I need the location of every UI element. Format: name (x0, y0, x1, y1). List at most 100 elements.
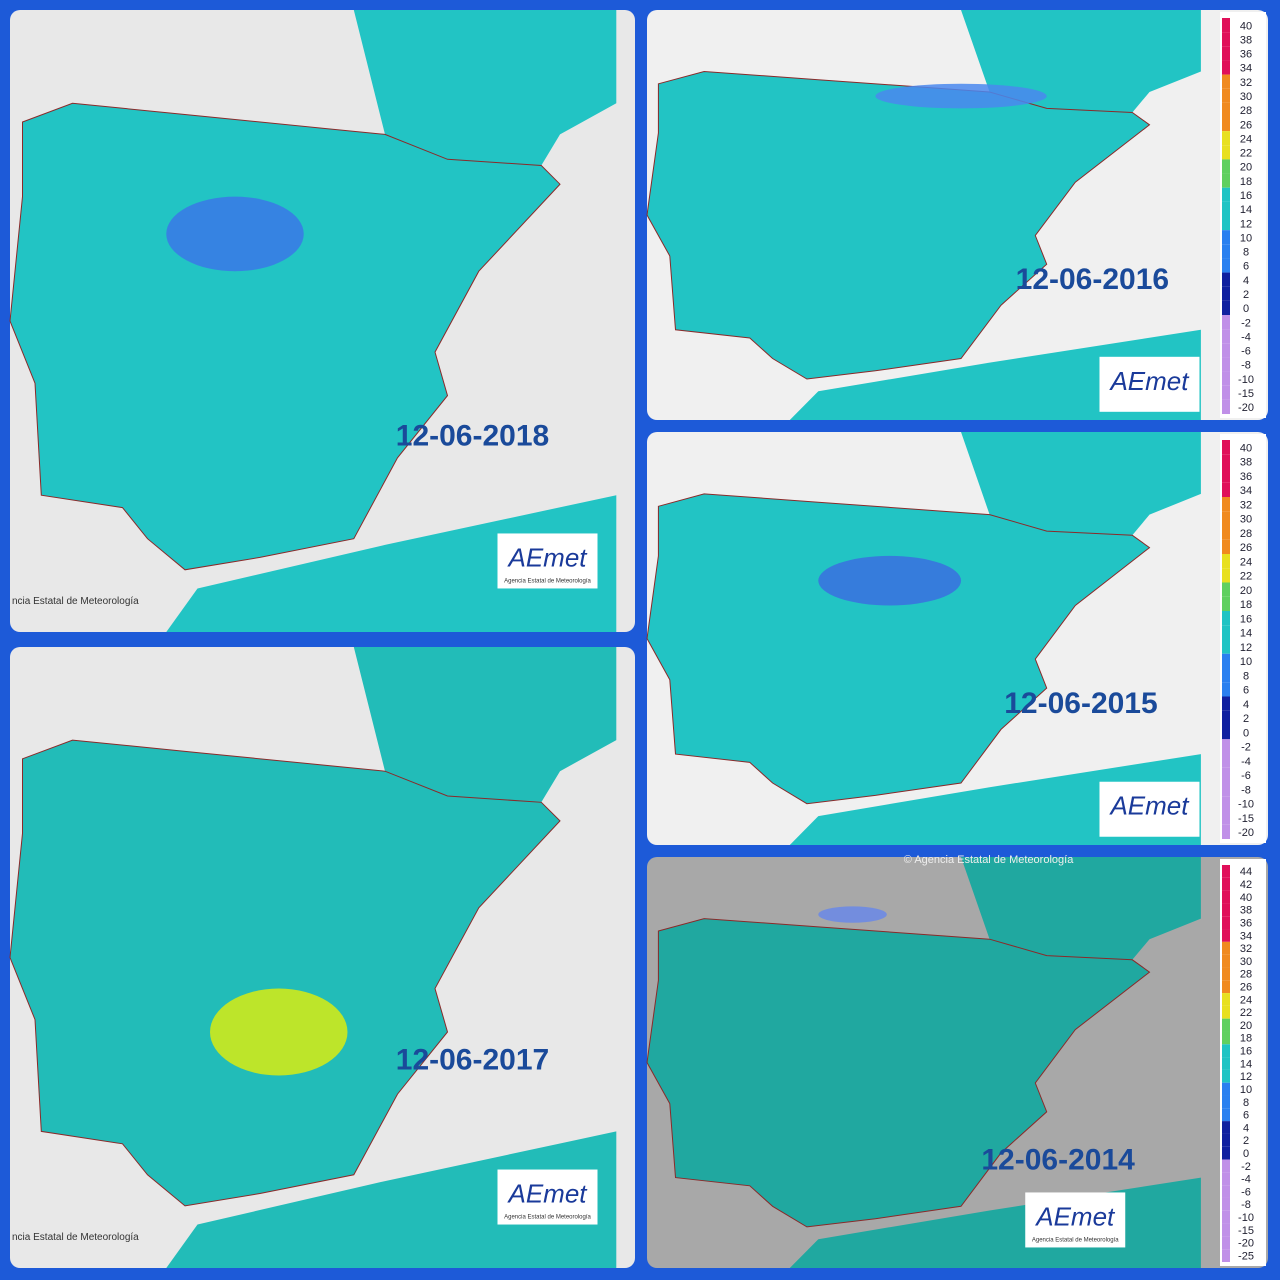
legend-swatch (1222, 1005, 1230, 1019)
footer: ncia Estatal de Meteorología (12, 596, 139, 607)
legend-label: 8 (1243, 670, 1249, 682)
temperature-patch (166, 196, 304, 272)
legend-swatch (1222, 993, 1230, 1006)
legend-label: -15 (1238, 813, 1254, 825)
legend-swatch (1222, 582, 1230, 597)
date-label: 12-06-2017 (396, 1043, 549, 1076)
legend-label: 4 (1243, 699, 1249, 711)
legend-label: -25 (1238, 1250, 1254, 1262)
legend-label: 20 (1240, 162, 1252, 174)
legend-label: -20 (1238, 1238, 1254, 1250)
date-label: 12-06-2016 (1016, 263, 1169, 296)
legend-label: 38 (1240, 905, 1252, 917)
legend-swatch (1222, 568, 1230, 583)
legend-label: 4 (1243, 275, 1249, 287)
legend-swatch (1222, 725, 1230, 740)
legend-label: 36 (1240, 471, 1252, 483)
legend-label: 12 (1240, 1071, 1252, 1083)
france (961, 10, 1201, 113)
legend-label: 2 (1243, 713, 1249, 725)
legend-label: -15 (1238, 388, 1254, 400)
legend-swatch (1222, 916, 1230, 930)
legend-label: 24 (1240, 556, 1252, 568)
legend-label: 8 (1243, 1097, 1249, 1109)
legend-swatch (1222, 1121, 1230, 1134)
copyright: © Agencia Estatal de Meteorología (904, 854, 1074, 866)
logo-box (497, 533, 598, 589)
legend-label: 6 (1243, 261, 1249, 273)
legend-swatch (1222, 865, 1230, 878)
legend-swatch (1222, 88, 1230, 103)
legend-swatch (1222, 1018, 1230, 1032)
africa (789, 754, 1201, 845)
legend-swatch (1222, 810, 1230, 825)
legend-swatch (1222, 159, 1230, 174)
logo: AEmet (506, 1179, 588, 1209)
legend-swatch (1222, 272, 1230, 287)
legend-swatch (1222, 300, 1230, 315)
legend-swatch (1222, 877, 1230, 891)
legend-label: 10 (1240, 656, 1252, 668)
date-label: 12-06-2014 (981, 1143, 1135, 1176)
legend-label: 24 (1240, 994, 1252, 1006)
legend-label: 26 (1240, 542, 1252, 554)
legend-swatch (1222, 173, 1230, 188)
legend-label: 2 (1243, 289, 1249, 301)
legend-swatch (1222, 329, 1230, 344)
legend-swatch (1222, 371, 1230, 386)
legend-swatch (1222, 890, 1230, 904)
legend-swatch (1222, 286, 1230, 301)
legend-label: -6 (1241, 346, 1251, 358)
legend-swatch (1222, 497, 1230, 512)
iberia (9, 739, 561, 1207)
legend-swatch (1222, 468, 1230, 483)
temperature-patch (210, 988, 348, 1076)
legend-label: -8 (1241, 784, 1251, 796)
legend-swatch (1222, 525, 1230, 540)
legend-label: -6 (1241, 770, 1251, 782)
legend-label: 0 (1243, 303, 1249, 315)
legend-swatch (1222, 824, 1230, 839)
legend-label: -2 (1241, 1161, 1251, 1173)
legend-swatch (1222, 1159, 1230, 1173)
legend-swatch (1222, 201, 1230, 216)
france (961, 857, 1201, 960)
legend-label: 32 (1240, 499, 1252, 511)
legend-swatch (1222, 903, 1230, 917)
legend-label: 18 (1240, 599, 1252, 611)
legend-label: 16 (1240, 190, 1252, 202)
legend-label: 40 (1240, 442, 1252, 454)
logo: AEmet (1108, 791, 1190, 821)
legend-swatch (1222, 1210, 1230, 1224)
legend-label: 26 (1240, 119, 1252, 131)
legend-swatch (1222, 782, 1230, 797)
legend-label: 32 (1240, 77, 1252, 89)
legend-label: 18 (1240, 1033, 1252, 1045)
legend-swatch (1222, 1223, 1230, 1237)
legend-label: 28 (1240, 105, 1252, 117)
legend-swatch (1222, 145, 1230, 160)
legend-swatch (1222, 74, 1230, 89)
legend-swatch (1222, 753, 1230, 768)
legend-label: -20 (1238, 402, 1254, 414)
legend-swatch (1222, 1069, 1230, 1083)
legend-swatch (1222, 187, 1230, 202)
logo-subtitle: Agencia Estatal de Meteorología (504, 578, 591, 584)
logo: AEmet (506, 542, 588, 572)
france (353, 647, 617, 803)
legend-label: 12 (1240, 642, 1252, 654)
legend-label: 22 (1240, 148, 1252, 160)
legend-label: 30 (1240, 91, 1252, 103)
legend-label: 22 (1240, 1007, 1252, 1019)
legend-swatch (1222, 941, 1230, 955)
legend-label: 22 (1240, 571, 1252, 583)
iberia (9, 102, 561, 571)
iberia (646, 918, 1151, 1228)
temperature-patch (818, 906, 887, 923)
legend-swatch (1222, 385, 1230, 400)
legend-label: 10 (1240, 232, 1252, 244)
legend-label: 42 (1240, 879, 1252, 891)
legend-swatch (1222, 710, 1230, 725)
legend-swatch (1222, 32, 1230, 47)
legend-label: 16 (1240, 613, 1252, 625)
